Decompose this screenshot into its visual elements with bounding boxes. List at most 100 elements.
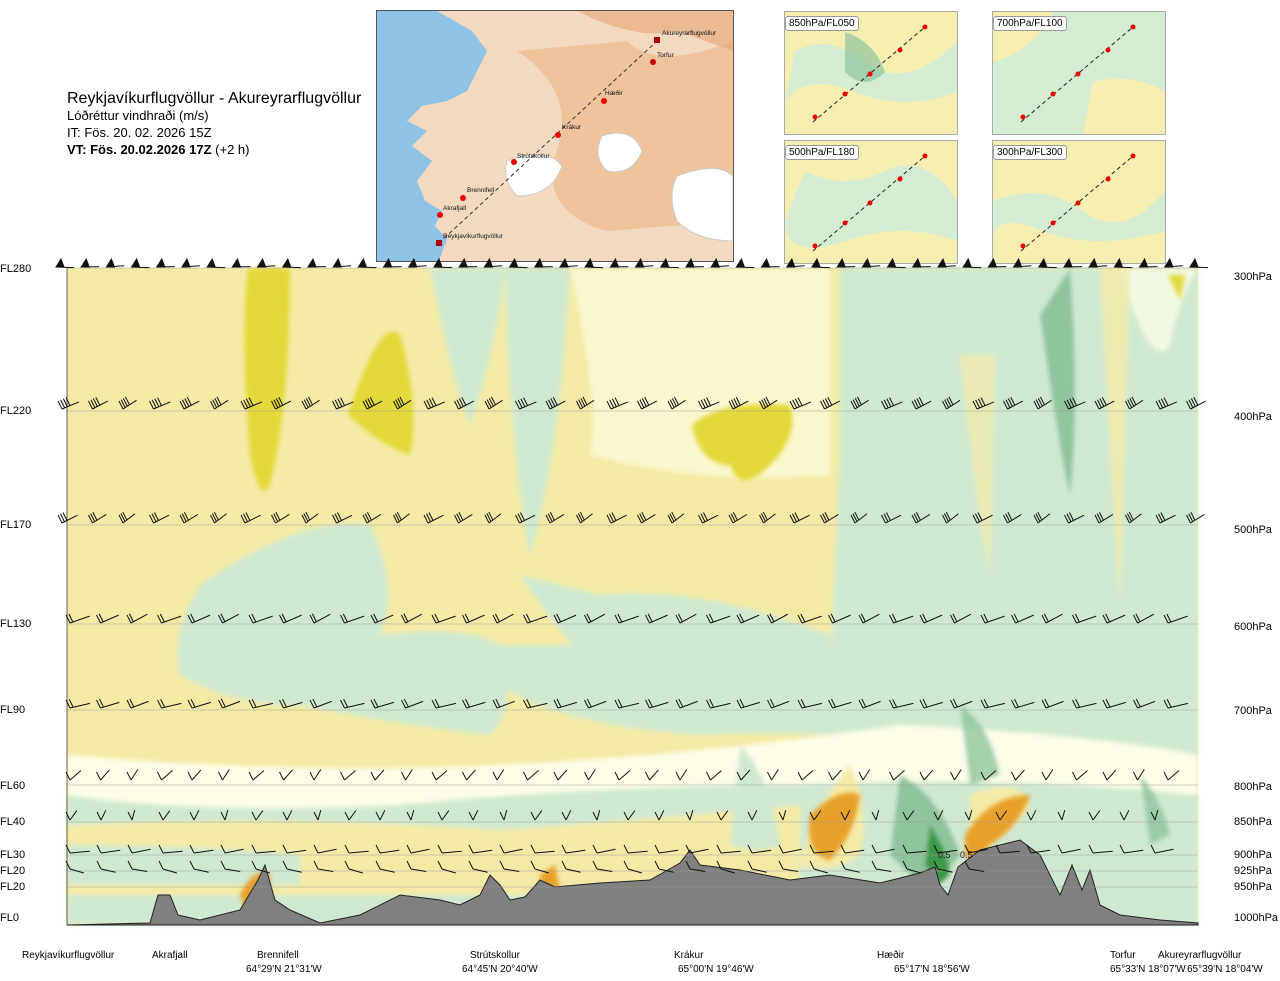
wind-barb	[797, 613, 822, 624]
wind-barb	[950, 769, 962, 781]
wind-barb	[370, 613, 394, 624]
wind-barb	[911, 396, 932, 410]
wind-barb	[65, 860, 84, 874]
wind-barb	[728, 396, 749, 410]
wind-barb	[431, 699, 457, 709]
wind-barb	[1125, 511, 1142, 524]
wind-barb	[980, 770, 997, 781]
wind-barb	[545, 396, 566, 410]
wind-barb	[382, 257, 402, 268]
wind-barb	[279, 698, 303, 709]
wind-barb	[248, 770, 265, 781]
wind-barb	[256, 257, 276, 268]
wind-barb	[545, 512, 565, 524]
fl-label: FL30	[0, 849, 26, 861]
wind-barb	[1041, 769, 1054, 781]
thumbnail-700hpa[interactable]: 700hPa/FL100	[992, 11, 1166, 135]
station-krakur: Krákur	[674, 950, 704, 961]
wind-barb	[210, 396, 229, 410]
wind-barb	[533, 257, 553, 268]
wind-barb	[767, 613, 789, 624]
wind-barb	[65, 699, 91, 709]
thumbnail-300hpa[interactable]: 300hPa/FL300	[992, 140, 1166, 264]
wind-barb	[57, 512, 78, 524]
wind-barb	[1138, 257, 1158, 268]
wind-barb	[127, 860, 148, 872]
wind-barb	[309, 769, 322, 781]
wind-barb	[1186, 512, 1205, 524]
wind-barb	[623, 844, 648, 854]
valid-time: VT: Fös. 20.02.2026 17Z	[67, 142, 212, 157]
wind-barb	[1003, 396, 1024, 410]
hpa-label: 400hPa	[1234, 411, 1272, 423]
wind-barb	[1133, 769, 1145, 781]
wind-barb	[1119, 844, 1144, 854]
wind-barb	[96, 769, 110, 781]
wind-barb	[1057, 844, 1081, 854]
wind-barb	[187, 698, 212, 709]
valid-time-line: VT: Fös. 20.02.2026 17Z (+2 h)	[67, 141, 361, 158]
hpa-label: 300hPa	[1234, 271, 1272, 283]
wind-barb	[1011, 769, 1025, 781]
wind-barb	[606, 512, 627, 524]
wind-barb	[962, 257, 982, 269]
fl-label: FL90	[0, 704, 26, 716]
route-title: Reykjavíkurflugvöllur - Akureyrarflugvöl…	[67, 90, 362, 107]
wind-barb	[279, 769, 293, 781]
thumbnail-850hpa[interactable]: 850hPa/FL050	[784, 11, 958, 135]
thumbnail-850hpa-image	[785, 12, 957, 134]
wind-barb	[889, 613, 914, 624]
wind-barb	[309, 698, 332, 709]
wind-barb	[858, 769, 871, 781]
wind-barb	[933, 844, 958, 854]
wind-barb	[362, 512, 382, 524]
wind-barb	[248, 613, 273, 624]
hpa-label: 1000hPa	[1234, 912, 1279, 924]
coord-brennifell: 64°29'N 21°31'W	[246, 964, 322, 975]
wind-barb	[218, 613, 240, 624]
wind-barb	[609, 257, 629, 268]
wind-barb	[614, 770, 631, 781]
wind-barb	[1163, 257, 1183, 268]
thumbnail-label: 300hPa/FL300	[993, 145, 1067, 160]
map-label-akrafjall: Akrafjall	[443, 205, 467, 212]
hpa-label: 800hPa	[1234, 781, 1272, 793]
wind-barb	[96, 698, 120, 709]
wind-barb	[301, 511, 319, 524]
thumbnail-500hpa[interactable]: 500hPa/FL180	[784, 140, 958, 264]
wind-barb	[1011, 698, 1035, 709]
wind-barb	[1037, 257, 1057, 269]
wind-barb	[561, 810, 572, 821]
wind-barb	[861, 257, 881, 268]
wind-barb	[850, 396, 869, 410]
wind-barb	[127, 844, 151, 854]
wind-barb	[332, 397, 354, 410]
wind-barb	[675, 769, 688, 781]
wind-barb	[889, 699, 914, 709]
wind-barb	[157, 613, 182, 624]
wind-barb	[809, 810, 822, 821]
wind-barb	[157, 699, 182, 709]
wind-barb	[902, 860, 921, 874]
wind-barb	[530, 810, 543, 821]
hpa-label: 950hPa	[1234, 881, 1272, 893]
wind-barb	[592, 809, 601, 821]
wind-barb	[407, 257, 427, 268]
wind-barb	[889, 770, 905, 781]
station-torfur: Torfur	[1110, 950, 1136, 961]
wind-barb	[1155, 512, 1176, 524]
wind-barb	[919, 613, 943, 624]
map-label-akureyri: Akureyrarflugvöllur	[662, 30, 717, 37]
wind-barb	[760, 257, 780, 268]
coord-krakur: 65°00'N 19°46'W	[678, 964, 754, 975]
wind-barb	[508, 257, 528, 269]
wind-barb	[964, 809, 973, 821]
wind-barb	[584, 698, 607, 709]
wind-barb	[155, 257, 175, 268]
fl-label: FL170	[0, 519, 32, 531]
wind-barb	[747, 810, 758, 821]
wind-barb	[584, 257, 604, 269]
wind-barb	[401, 613, 423, 624]
wind-barb	[797, 699, 823, 709]
wind-barb	[370, 698, 395, 709]
